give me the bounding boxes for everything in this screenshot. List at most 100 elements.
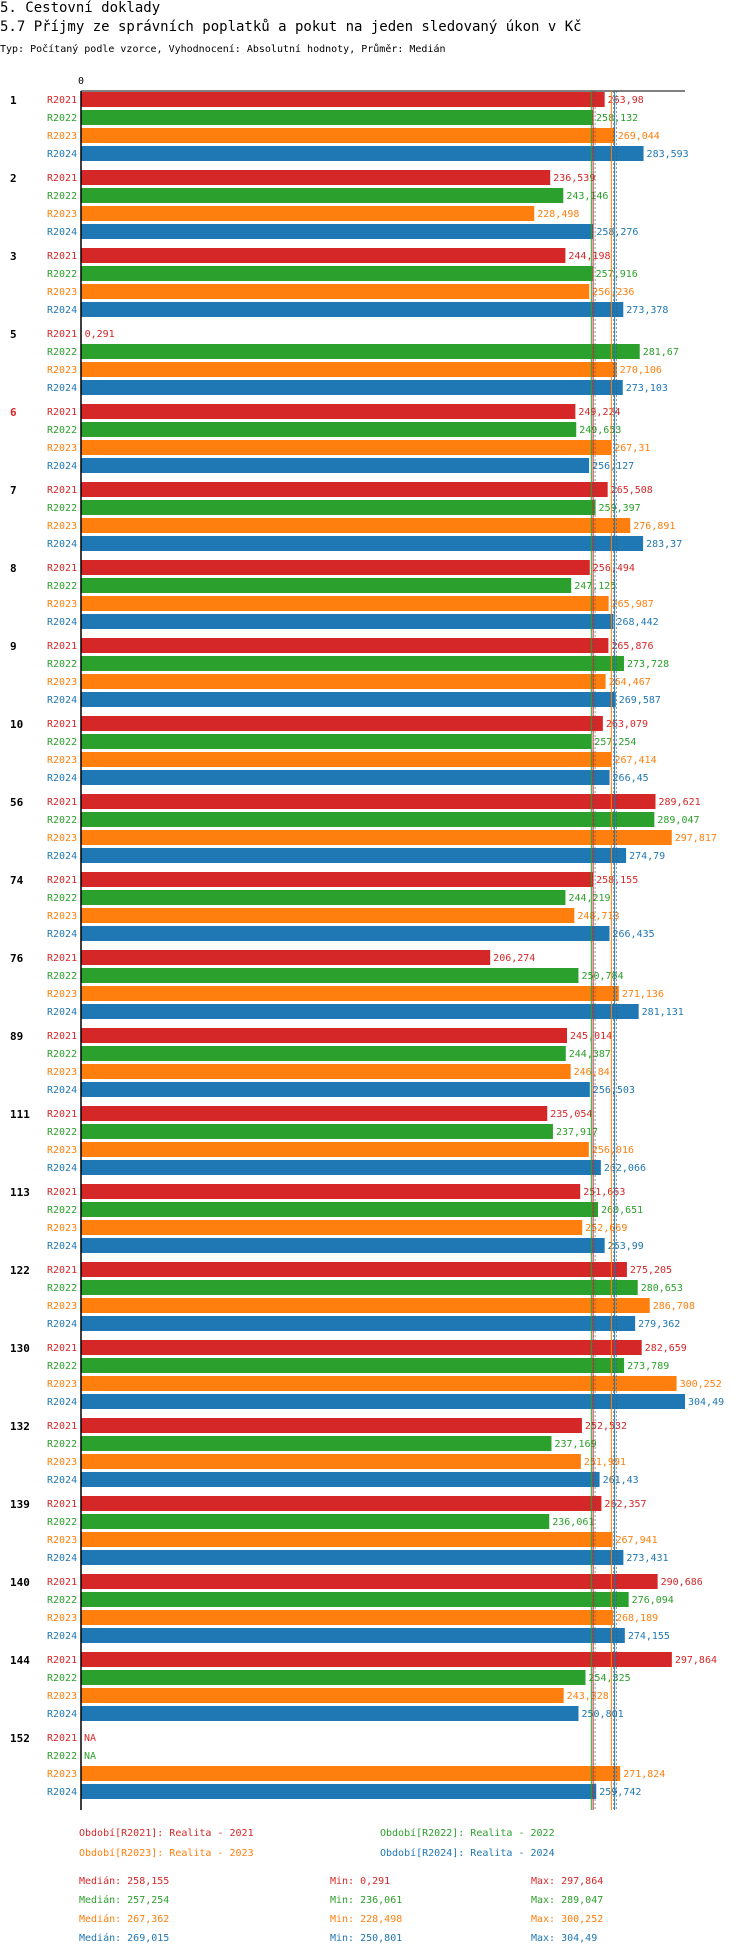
series-label: R2024 bbox=[47, 1553, 77, 1564]
bar bbox=[81, 1454, 581, 1469]
bar-value-label: 206,274 bbox=[493, 953, 535, 964]
bar-value-label: 300,252 bbox=[680, 1379, 722, 1390]
bar-value-label: 268,442 bbox=[616, 617, 658, 628]
bar-value-label: 274,79 bbox=[629, 851, 665, 862]
bar-value-label: 273,789 bbox=[627, 1361, 669, 1372]
series-label: R2022 bbox=[47, 1751, 77, 1762]
group-label: 144 bbox=[10, 1654, 30, 1667]
bar bbox=[81, 1262, 627, 1277]
series-label: R2021 bbox=[47, 329, 77, 340]
bar-value-label: 236,061 bbox=[552, 1517, 594, 1528]
series-label: R2024 bbox=[47, 1319, 77, 1330]
legend-entry: Období[R2021]: Realita - 2021 bbox=[79, 1827, 254, 1839]
bar-value-label: 289,047 bbox=[657, 815, 699, 826]
series-label: R2023 bbox=[47, 1067, 77, 1078]
bar bbox=[81, 1106, 548, 1121]
series-label: R2023 bbox=[47, 989, 77, 1000]
series-label: R2022 bbox=[47, 1049, 77, 1060]
bar-value-label: 235,054 bbox=[550, 1109, 592, 1120]
series-label: R2024 bbox=[47, 539, 77, 550]
series-label: R2023 bbox=[47, 911, 77, 922]
series-label: R2023 bbox=[47, 1301, 77, 1312]
bar bbox=[81, 536, 644, 551]
bar-value-label: NA bbox=[84, 1751, 96, 1762]
bar bbox=[81, 968, 579, 983]
bar-value-label: 273,431 bbox=[626, 1553, 668, 1564]
bar bbox=[81, 248, 566, 263]
group-label: 113 bbox=[10, 1186, 30, 1199]
series-label: R2024 bbox=[47, 305, 77, 316]
series-label: R2023 bbox=[47, 521, 77, 532]
bar bbox=[81, 1280, 638, 1295]
bar bbox=[81, 1184, 581, 1199]
bar bbox=[81, 146, 644, 161]
bar bbox=[81, 518, 631, 533]
series-label: R2023 bbox=[47, 1535, 77, 1546]
series-label: R2021 bbox=[47, 1655, 77, 1666]
bar-value-label: 244,198 bbox=[568, 251, 610, 262]
series-label: R2024 bbox=[47, 227, 77, 238]
series-label: R2024 bbox=[47, 1241, 77, 1252]
bar bbox=[81, 848, 627, 863]
bar-value-label: 265,987 bbox=[612, 599, 654, 610]
bar bbox=[81, 188, 564, 203]
bar bbox=[81, 1004, 639, 1019]
group-label: 2 bbox=[10, 172, 17, 185]
bar bbox=[81, 1652, 672, 1667]
bar-value-label: 257,916 bbox=[596, 269, 638, 280]
bar bbox=[81, 1298, 650, 1313]
stat-min: Min: 0,291 bbox=[330, 1876, 390, 1887]
bar-value-label: 268,189 bbox=[616, 1613, 658, 1624]
series-label: R2022 bbox=[47, 191, 77, 202]
bar bbox=[81, 1028, 568, 1043]
bar-value-label: 256,494 bbox=[593, 563, 635, 574]
bar-value-label: 263,079 bbox=[606, 719, 648, 730]
bar-value-label: 274,155 bbox=[628, 1631, 670, 1642]
bar bbox=[81, 1496, 602, 1511]
series-label: R2024 bbox=[47, 1163, 77, 1174]
series-label: R2023 bbox=[47, 1223, 77, 1234]
series-label: R2021 bbox=[47, 1265, 77, 1276]
series-label: R2023 bbox=[47, 287, 77, 298]
bar-value-label: 271,136 bbox=[622, 989, 664, 1000]
series-label: R2021 bbox=[47, 1421, 77, 1432]
bar-value-label: 248,713 bbox=[577, 911, 619, 922]
series-label: R2024 bbox=[47, 1631, 77, 1642]
bar-value-label: 269,587 bbox=[619, 695, 661, 706]
series-label: R2022 bbox=[47, 893, 77, 904]
bar-value-label: 279,362 bbox=[638, 1319, 680, 1330]
chart-title: 5.7 Příjmy ze správních poplatků a pokut… bbox=[0, 19, 582, 35]
series-label: R2022 bbox=[47, 1517, 77, 1528]
bar bbox=[81, 872, 594, 887]
bar bbox=[81, 1592, 629, 1607]
group-label: 111 bbox=[10, 1108, 30, 1121]
bar-value-label: 256,503 bbox=[593, 1085, 635, 1096]
group-label: 76 bbox=[10, 952, 24, 965]
series-label: R2023 bbox=[47, 365, 77, 376]
series-label: R2022 bbox=[47, 1205, 77, 1216]
bar bbox=[81, 1340, 642, 1355]
bar bbox=[81, 638, 609, 653]
bar bbox=[81, 362, 617, 377]
series-label: R2021 bbox=[47, 1733, 77, 1744]
bar-value-label: 304,49 bbox=[688, 1397, 724, 1408]
bar-value-label: 264,467 bbox=[609, 677, 651, 688]
bar bbox=[81, 1472, 600, 1487]
bar bbox=[81, 482, 608, 497]
bar-value-label: 249,224 bbox=[578, 407, 620, 418]
bar bbox=[81, 302, 624, 317]
bar-value-label: 258,276 bbox=[596, 227, 638, 238]
bar-value-label: NA bbox=[84, 1733, 96, 1744]
bar-value-label: 237,169 bbox=[554, 1439, 596, 1450]
series-label: R2023 bbox=[47, 443, 77, 454]
bar-value-label: 281,67 bbox=[643, 347, 679, 358]
bar bbox=[81, 950, 491, 965]
bar-value-label: 250,784 bbox=[581, 971, 623, 982]
bar-value-label: 286,708 bbox=[653, 1301, 695, 1312]
bar bbox=[81, 1706, 579, 1721]
series-label: R2022 bbox=[47, 1439, 77, 1450]
bar-value-label: 243,146 bbox=[566, 191, 608, 202]
bar bbox=[81, 908, 575, 923]
series-label: R2023 bbox=[47, 209, 77, 220]
bar-value-label: 249,653 bbox=[579, 425, 621, 436]
